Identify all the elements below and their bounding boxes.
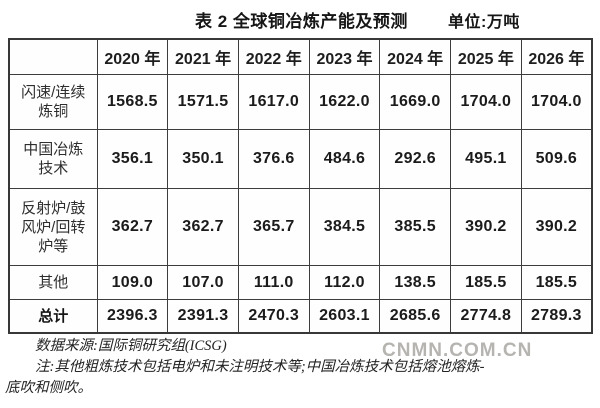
- value-cell: 111.0: [237, 265, 310, 300]
- value-cell: 376.6: [237, 129, 310, 189]
- year-header-row: 2020 年 2021 年 2022 年 2023 年 2024 年 2025 年 2026…: [8, 38, 593, 75]
- site-watermark: CNMN.COM.CN: [382, 340, 533, 361]
- value-cell: 350.1: [167, 129, 239, 189]
- value-cell: 484.6: [308, 129, 381, 189]
- unit-label: 单位:万吨: [448, 14, 520, 31]
- value-cell: 2396.3: [96, 299, 169, 334]
- value-cell: 1617.0: [237, 74, 310, 130]
- value-cell: 109.0: [96, 265, 169, 300]
- capacity-table: 2020 年 2021 年 2022 年 2023 年 2024 年 2025 年 2026…: [8, 38, 593, 334]
- tech-note-line-1: 注:其他粗炼技术包括电炉和未注明技术等;中国冶炼技术包括熔池熔炼-: [35, 359, 485, 375]
- year-header-cell: 2024 年: [379, 38, 452, 75]
- row-label-cell: 中国冶炼技术: [8, 129, 98, 189]
- value-cell: 390.2: [450, 188, 522, 266]
- value-cell: 2685.6: [379, 299, 452, 334]
- value-cell: 185.5: [450, 265, 522, 300]
- year-header-cell: 2026 年: [520, 38, 593, 75]
- value-cell: 384.5: [308, 188, 381, 266]
- row-label-cell: 闪速/连续炼铜: [8, 74, 98, 130]
- value-cell: 1669.0: [379, 74, 452, 130]
- table-row: 其他 109.0 107.0 111.0 112.0 138.5 185.5 185.5: [8, 265, 593, 300]
- value-cell: 185.5: [520, 265, 593, 300]
- year-header-cell: 2020 年: [96, 38, 169, 75]
- notes: 数据来源:国际铜研究组(ICSG) 注:其他粗炼技术包括电炉和未注明技术等;中国…: [5, 336, 597, 399]
- value-cell: 390.2: [520, 188, 593, 266]
- data-source-note: 数据来源:国际铜研究组(ICSG): [35, 338, 227, 354]
- value-cell: 385.5: [379, 188, 452, 266]
- value-cell: 1571.5: [167, 74, 239, 130]
- value-cell: 107.0: [167, 265, 239, 300]
- table-corner-cell: [8, 38, 98, 75]
- year-header-cell: 2023 年: [308, 38, 381, 75]
- tech-note-line-2: 底吹和侧吹。: [5, 380, 92, 396]
- value-cell: 2470.3: [237, 299, 310, 334]
- value-cell: 1568.5: [96, 74, 169, 130]
- value-cell: 1704.0: [450, 74, 522, 130]
- table-row: 反射炉/鼓风炉/回转炉等 362.7 362.7 365.7 384.5 385.5 390…: [8, 188, 593, 266]
- value-cell: 1622.0: [308, 74, 381, 130]
- row-label-cell: 反射炉/鼓风炉/回转炉等: [8, 188, 98, 266]
- year-header-cell: 2021 年: [167, 38, 239, 75]
- year-header-cell: 2025 年: [450, 38, 522, 75]
- value-cell: 495.1: [450, 129, 522, 189]
- value-cell: 292.6: [379, 129, 452, 189]
- value-cell: 356.1: [96, 129, 169, 189]
- value-cell: 2789.3: [520, 299, 593, 334]
- value-cell: 362.7: [167, 188, 239, 266]
- value-cell: 2603.1: [308, 299, 381, 334]
- value-cell: 1704.0: [520, 74, 593, 130]
- value-cell: 509.6: [520, 129, 593, 189]
- table-row: 中国冶炼技术 356.1 350.1 376.6 484.6 292.6 495.1 509.…: [8, 129, 593, 189]
- table-row: 总计 2396.3 2391.3 2470.3 2603.1 2685.6 2774.8 27…: [8, 299, 593, 334]
- table-row: 闪速/连续炼铜 1568.5 1571.5 1617.0 1622.0 1669.0 170…: [8, 74, 593, 130]
- value-cell: 365.7: [237, 188, 310, 266]
- table-body: 闪速/连续炼铜 1568.5 1571.5 1617.0 1622.0 1669.0 170…: [8, 74, 593, 334]
- year-header-cell: 2022 年: [237, 38, 310, 75]
- row-label-cell: 总计: [8, 299, 98, 334]
- value-cell: 362.7: [96, 188, 169, 266]
- page-header: 表 2 全球铜冶炼产能及预测 单位:万吨: [0, 0, 600, 34]
- value-cell: 112.0: [308, 265, 381, 300]
- value-cell: 138.5: [379, 265, 452, 300]
- value-cell: 2391.3: [167, 299, 239, 334]
- value-cell: 2774.8: [450, 299, 522, 334]
- page-title: 表 2 全球铜冶炼产能及预测: [195, 12, 408, 31]
- row-label-cell: 其他: [8, 265, 98, 300]
